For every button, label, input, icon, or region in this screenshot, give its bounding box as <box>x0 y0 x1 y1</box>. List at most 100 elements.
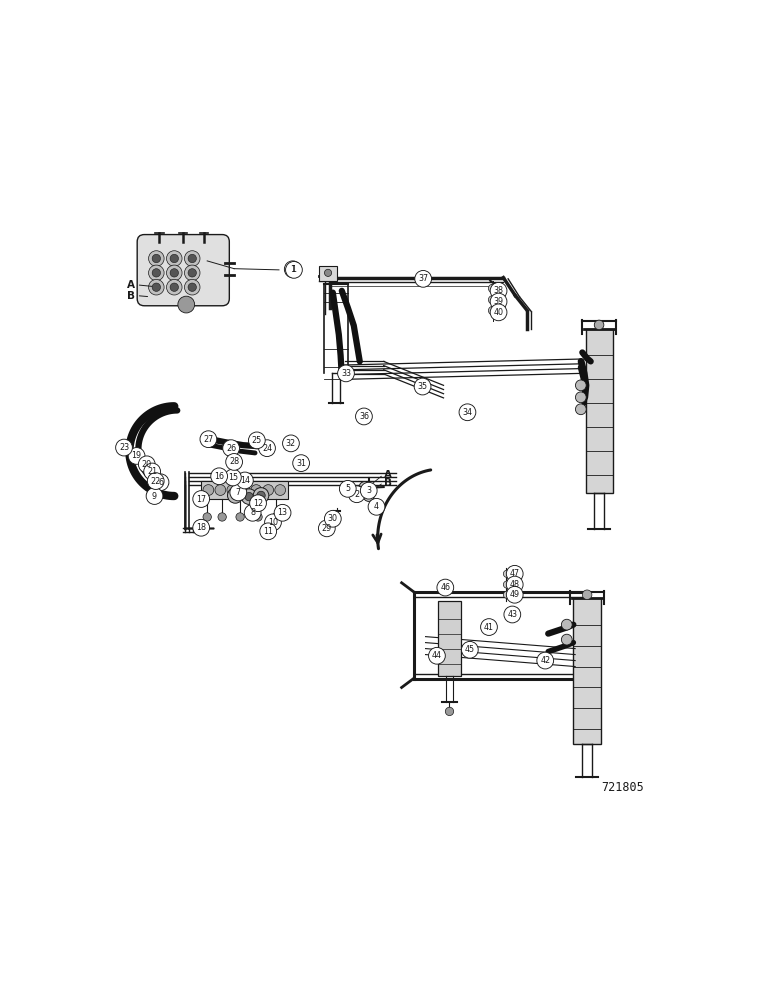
Text: B: B <box>384 478 391 488</box>
Circle shape <box>364 491 374 501</box>
Text: 7: 7 <box>235 488 241 497</box>
Circle shape <box>503 570 510 577</box>
Circle shape <box>236 513 244 521</box>
Circle shape <box>445 707 454 716</box>
Circle shape <box>490 282 507 299</box>
Text: 30: 30 <box>328 514 338 523</box>
Circle shape <box>152 269 161 277</box>
Circle shape <box>147 473 164 489</box>
Text: 47: 47 <box>510 569 520 578</box>
Circle shape <box>211 468 228 485</box>
Text: 27: 27 <box>203 435 214 444</box>
Circle shape <box>170 254 178 263</box>
Circle shape <box>178 296 195 313</box>
Text: 39: 39 <box>493 297 503 306</box>
Circle shape <box>200 431 217 448</box>
Bar <box>573 598 601 744</box>
Text: 12: 12 <box>253 499 263 508</box>
Circle shape <box>459 404 476 421</box>
Circle shape <box>227 485 238 495</box>
Text: 36: 36 <box>359 412 369 421</box>
Circle shape <box>152 477 161 485</box>
Circle shape <box>148 251 164 266</box>
Circle shape <box>257 491 266 500</box>
Circle shape <box>462 641 478 658</box>
Text: 49: 49 <box>510 590 520 599</box>
Text: 45: 45 <box>465 645 475 654</box>
Bar <box>319 266 337 281</box>
Text: 43: 43 <box>507 610 517 619</box>
Circle shape <box>324 510 341 527</box>
Circle shape <box>152 283 161 291</box>
Circle shape <box>272 513 280 521</box>
Text: 10: 10 <box>268 518 278 527</box>
Circle shape <box>561 619 572 630</box>
Circle shape <box>437 579 454 596</box>
Text: 8: 8 <box>250 508 256 517</box>
Circle shape <box>594 320 604 330</box>
Text: B: B <box>127 291 134 301</box>
Circle shape <box>506 565 523 582</box>
Text: 6: 6 <box>158 478 163 487</box>
Text: 28: 28 <box>229 457 239 466</box>
Circle shape <box>319 520 335 537</box>
Bar <box>438 601 461 676</box>
Circle shape <box>138 456 155 473</box>
Text: 31: 31 <box>296 459 306 468</box>
Text: 26: 26 <box>226 444 236 453</box>
Circle shape <box>203 485 214 495</box>
Circle shape <box>185 251 200 266</box>
Circle shape <box>283 435 300 452</box>
Circle shape <box>348 486 365 503</box>
Circle shape <box>489 296 496 304</box>
Circle shape <box>340 480 356 497</box>
Circle shape <box>170 283 178 291</box>
Circle shape <box>415 270 432 287</box>
Circle shape <box>193 519 209 536</box>
Circle shape <box>167 251 182 266</box>
Circle shape <box>249 432 266 449</box>
Text: 34: 34 <box>462 408 472 417</box>
Circle shape <box>259 440 276 457</box>
Circle shape <box>582 590 592 600</box>
Circle shape <box>228 488 243 503</box>
Text: 15: 15 <box>228 473 238 482</box>
Circle shape <box>215 485 225 495</box>
Text: 21: 21 <box>147 467 157 476</box>
Text: 1: 1 <box>290 265 295 274</box>
Text: 14: 14 <box>240 476 250 485</box>
Text: 29: 29 <box>322 524 332 533</box>
Text: 33: 33 <box>341 369 351 378</box>
Circle shape <box>327 522 334 530</box>
Circle shape <box>170 269 178 277</box>
Text: 41: 41 <box>484 623 494 632</box>
Circle shape <box>361 482 377 499</box>
Circle shape <box>489 306 496 315</box>
Circle shape <box>230 484 247 501</box>
Circle shape <box>225 454 242 470</box>
Circle shape <box>245 492 253 501</box>
Text: A: A <box>384 470 391 480</box>
Circle shape <box>218 513 226 521</box>
Bar <box>586 329 612 493</box>
Text: 22: 22 <box>151 477 161 486</box>
Circle shape <box>128 448 145 464</box>
Circle shape <box>274 504 291 521</box>
Circle shape <box>148 279 164 295</box>
Text: 42: 42 <box>540 656 550 665</box>
Text: 9: 9 <box>152 492 157 501</box>
Circle shape <box>286 261 303 278</box>
Circle shape <box>203 513 212 521</box>
Circle shape <box>146 488 163 504</box>
Circle shape <box>284 261 301 278</box>
Circle shape <box>481 619 497 635</box>
Circle shape <box>324 269 332 276</box>
Circle shape <box>265 514 281 531</box>
Circle shape <box>503 591 510 598</box>
Circle shape <box>251 485 262 495</box>
Circle shape <box>575 392 586 403</box>
Circle shape <box>329 515 336 522</box>
Circle shape <box>353 486 364 497</box>
Circle shape <box>262 485 273 495</box>
Text: 20: 20 <box>142 460 152 469</box>
